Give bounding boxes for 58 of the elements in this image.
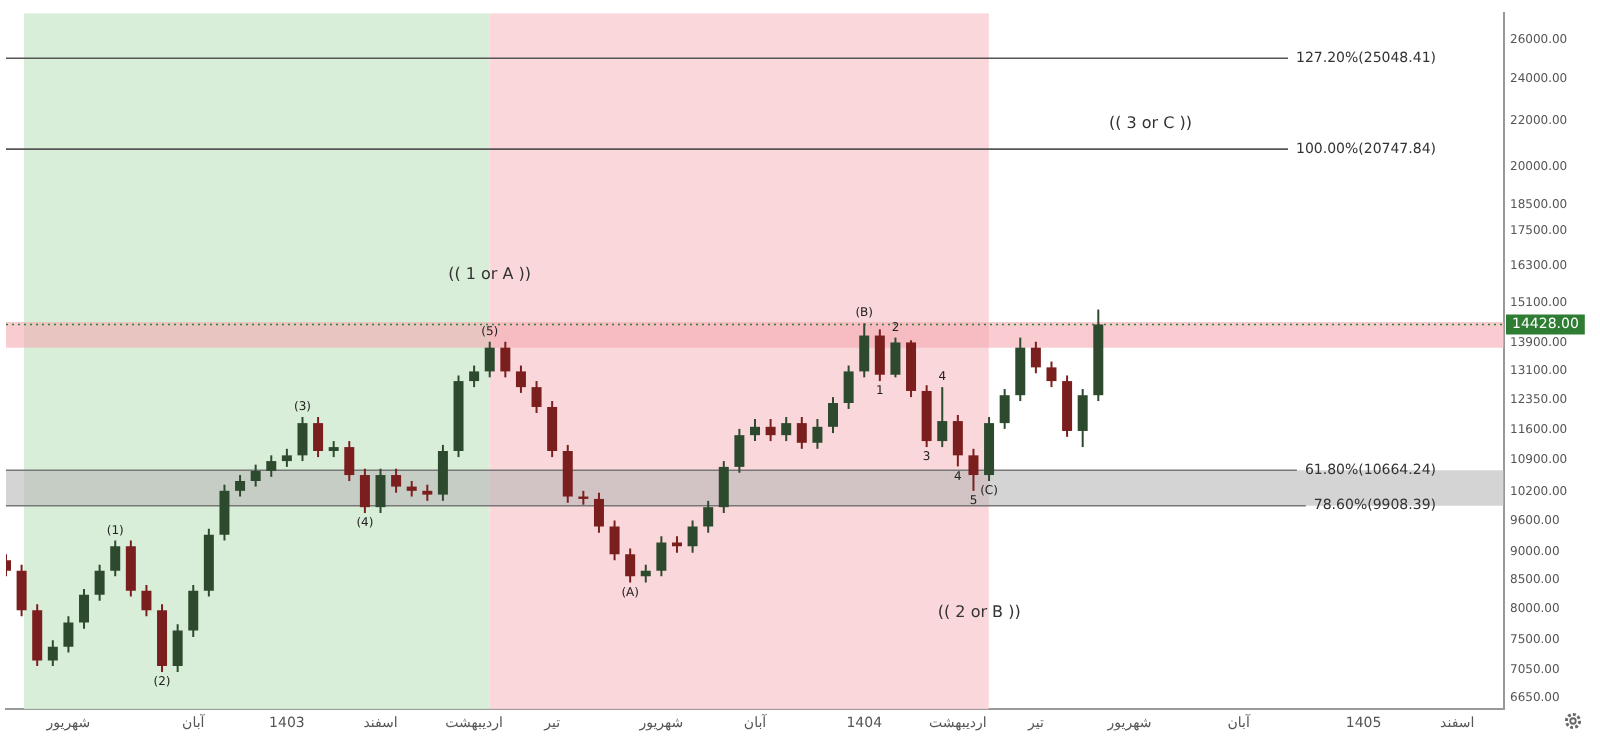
candlestick (625, 547, 636, 584)
candlestick (999, 388, 1010, 430)
candlestick (1046, 360, 1057, 389)
candlestick (765, 418, 776, 443)
candlestick (874, 328, 885, 383)
candlestick (219, 483, 230, 542)
candlestick (703, 499, 714, 534)
annotation: (( 2 or B )) (937, 602, 1021, 621)
candlestick (359, 467, 370, 515)
candlestick (172, 623, 183, 674)
candlestick (890, 336, 901, 379)
candlestick (313, 415, 324, 459)
candlestick (734, 427, 745, 474)
candlestick (515, 364, 526, 394)
candlestick (281, 447, 292, 468)
candlestick (235, 474, 246, 498)
candlestick (437, 443, 448, 502)
candlestick (63, 615, 74, 654)
candlestick (812, 418, 823, 450)
candlestick (344, 440, 355, 483)
candlestick (937, 386, 948, 449)
candlestick (1015, 336, 1026, 403)
candlestick (469, 364, 480, 389)
candlestick (297, 415, 308, 463)
candlestick (843, 364, 854, 410)
candlestick (188, 583, 199, 638)
candlestick (656, 535, 667, 578)
candlestick (500, 340, 511, 379)
candlestick (266, 454, 277, 478)
candlestick (609, 519, 620, 562)
candlestick (47, 639, 58, 667)
candlestick (718, 460, 729, 515)
candlestick (531, 380, 542, 414)
candlestick (781, 415, 792, 443)
candlestick (79, 587, 90, 630)
candlestick (859, 322, 870, 379)
candlestick (750, 418, 760, 443)
candlestick (796, 415, 807, 450)
candlestick (110, 539, 121, 578)
candlestick (1030, 340, 1041, 375)
candlestick (125, 539, 136, 598)
candlestick (1077, 388, 1088, 449)
candlestick (391, 467, 402, 494)
candlestick (593, 491, 604, 534)
candlestick (687, 519, 698, 554)
candlestick (250, 463, 261, 488)
candlestick (952, 413, 963, 468)
candlestick (562, 443, 573, 504)
candlestick (828, 396, 839, 435)
candlestick (94, 563, 105, 602)
candlestick (16, 563, 27, 618)
annotation: (( 1 or A )) (448, 264, 532, 283)
candlestick (484, 340, 495, 379)
candlestick (375, 467, 386, 515)
annotation: (( 3 or C )) (1108, 114, 1192, 133)
candlestick (547, 400, 558, 459)
candlestick (968, 447, 979, 492)
candlestick (141, 583, 152, 618)
